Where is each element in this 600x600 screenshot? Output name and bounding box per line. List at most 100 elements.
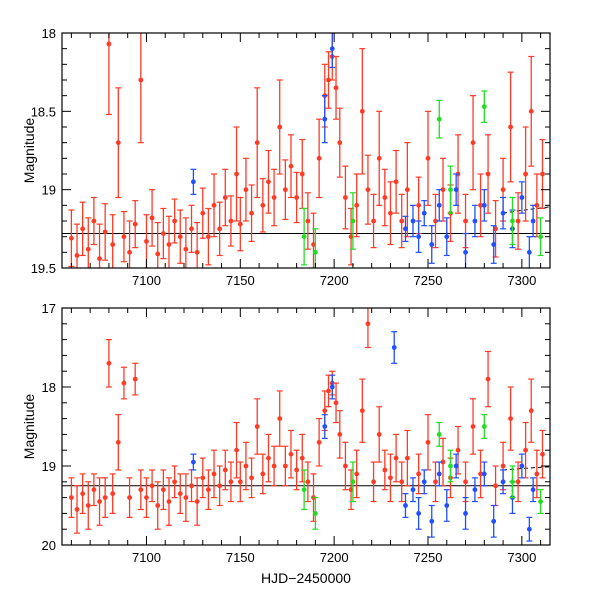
data-point xyxy=(376,155,382,161)
y-tick-label: 19 xyxy=(42,459,56,474)
series-red xyxy=(68,33,546,268)
data-point xyxy=(453,187,459,193)
data-point xyxy=(515,218,521,224)
data-point xyxy=(399,218,405,224)
data-point xyxy=(436,471,442,477)
data-point xyxy=(74,253,80,258)
data-point xyxy=(329,384,335,390)
data-point xyxy=(138,487,144,493)
data-point xyxy=(343,463,348,469)
data-point xyxy=(500,463,506,469)
data-point xyxy=(350,479,356,485)
data-point xyxy=(440,459,446,465)
data-point xyxy=(106,360,112,366)
data-point xyxy=(177,234,183,240)
data-point xyxy=(132,376,138,382)
data-point xyxy=(322,408,328,414)
data-point xyxy=(254,424,260,429)
data-point xyxy=(237,221,243,227)
data-point xyxy=(333,400,339,406)
data-point xyxy=(312,511,318,516)
data-point xyxy=(249,210,254,216)
data-point xyxy=(121,234,127,240)
data-point xyxy=(391,345,397,350)
data-point xyxy=(425,155,431,161)
data-point xyxy=(294,467,300,473)
data-point xyxy=(234,171,239,177)
data-point xyxy=(110,242,116,247)
data-point xyxy=(333,85,339,91)
data-point xyxy=(305,218,311,224)
data-point xyxy=(440,187,446,193)
data-point xyxy=(149,215,155,221)
data-point xyxy=(508,124,513,130)
data-point xyxy=(354,471,360,477)
series-green xyxy=(301,90,544,268)
data-point xyxy=(316,439,322,445)
data-point xyxy=(138,77,144,83)
y-axis-title: Magnitude xyxy=(21,118,37,184)
x-tick-label: 7150 xyxy=(226,273,255,288)
data-point xyxy=(266,179,271,185)
data-point xyxy=(530,487,536,493)
data-point xyxy=(433,479,438,485)
data-point xyxy=(416,471,422,477)
y-tick-label: 18 xyxy=(42,26,56,41)
data-point xyxy=(526,526,532,532)
x-tick-label: 7200 xyxy=(320,273,349,288)
data-point xyxy=(493,483,498,489)
data-point xyxy=(288,163,294,169)
y-tick-label: 17 xyxy=(42,301,56,316)
data-point xyxy=(277,124,283,130)
data-point xyxy=(371,218,376,224)
data-point xyxy=(371,479,376,485)
plot-area xyxy=(62,308,550,542)
data-point xyxy=(249,475,254,481)
data-point xyxy=(463,249,468,255)
data-point xyxy=(144,238,149,244)
data-point xyxy=(519,195,525,200)
data-point xyxy=(491,242,497,247)
data-point xyxy=(416,202,422,208)
data-point xyxy=(254,140,260,146)
x-tick-label: 7100 xyxy=(132,550,161,565)
data-point xyxy=(102,229,108,235)
data-point xyxy=(74,507,80,512)
y-tick-label: 18.5 xyxy=(31,104,56,119)
data-point xyxy=(194,249,200,255)
series-blue xyxy=(190,331,537,542)
data-point xyxy=(404,455,410,461)
data-point xyxy=(493,226,498,232)
data-point xyxy=(538,234,544,240)
data-point xyxy=(160,487,166,493)
data-point xyxy=(463,479,468,485)
data-point xyxy=(183,246,189,252)
data-point xyxy=(429,518,435,524)
data-point xyxy=(322,116,328,122)
bottom-panel: 7100 7150 7200 7250 7300 17 18 19 20 Magnitude HJD… xyxy=(21,301,551,586)
data-point xyxy=(206,234,211,240)
data-point xyxy=(478,202,483,208)
data-point xyxy=(416,511,422,516)
data-point xyxy=(416,234,422,240)
plot-frame xyxy=(61,32,551,269)
data-point xyxy=(463,218,468,224)
series-blue xyxy=(190,33,537,268)
data-point xyxy=(515,479,521,485)
data-point xyxy=(348,487,354,493)
x-tick-label: 7300 xyxy=(507,273,536,288)
data-point xyxy=(68,495,74,500)
data-point xyxy=(365,321,371,327)
data-point xyxy=(540,451,545,457)
data-point xyxy=(190,179,196,185)
top-panel: 7100 7150 7200 7250 7300 18 18.5 19 19.5 Magnitud… xyxy=(21,26,551,288)
data-point xyxy=(508,416,513,421)
data-point xyxy=(410,218,416,224)
data-point xyxy=(376,432,382,437)
data-point xyxy=(403,226,408,232)
data-point xyxy=(523,171,528,177)
data-point xyxy=(234,447,239,453)
data-point xyxy=(326,77,331,83)
plot-area xyxy=(62,33,550,268)
